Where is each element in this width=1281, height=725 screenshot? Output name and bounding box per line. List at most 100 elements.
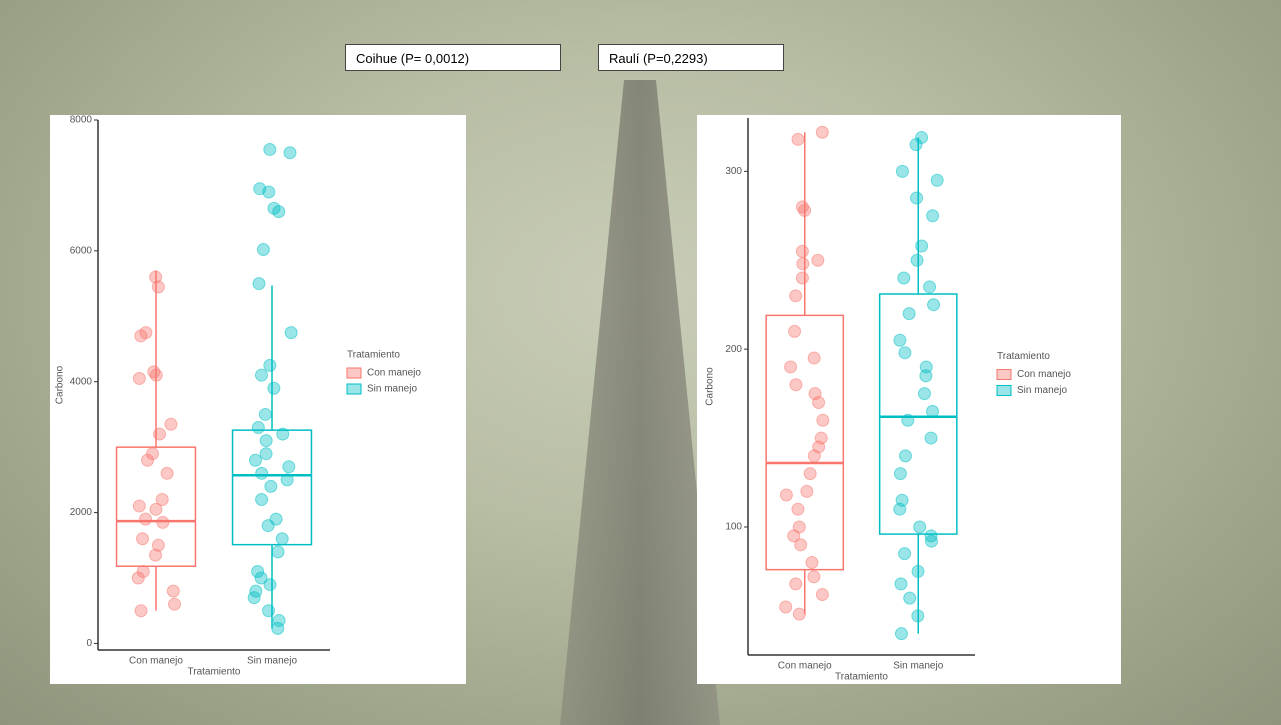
point [898, 346, 912, 360]
point [897, 271, 911, 285]
point [263, 578, 277, 592]
point [168, 597, 182, 611]
point [271, 545, 285, 559]
legend-swatch [996, 369, 1012, 380]
point [924, 431, 938, 445]
point [894, 627, 908, 641]
point [901, 413, 915, 427]
point [911, 564, 925, 578]
point [267, 381, 281, 395]
legend-swatch [346, 367, 362, 379]
point [251, 564, 265, 578]
point [902, 307, 916, 321]
legend-label: Con manejo [367, 368, 421, 379]
y-tick-label: 200 [725, 344, 742, 355]
y-tick-label: 0 [86, 638, 92, 649]
box [878, 293, 958, 535]
legend-title: Tratamiento [347, 350, 400, 361]
point [798, 203, 812, 217]
point [811, 253, 825, 267]
point [134, 604, 148, 618]
point [145, 447, 159, 461]
point [794, 538, 808, 552]
point [272, 614, 286, 628]
legend-label: Sin manejo [1017, 385, 1067, 396]
legend-label: Con manejo [1017, 369, 1071, 380]
box [765, 314, 845, 571]
point [789, 577, 803, 591]
point [139, 512, 153, 526]
point [248, 453, 262, 467]
point [803, 467, 817, 481]
point [283, 146, 297, 160]
point [910, 191, 924, 205]
point [795, 244, 809, 258]
point [791, 502, 805, 516]
point [255, 493, 269, 507]
chart-panel [697, 115, 1121, 684]
point [148, 548, 162, 562]
point [151, 538, 165, 552]
point [893, 333, 907, 347]
point [910, 253, 924, 267]
point [153, 427, 167, 441]
point [779, 600, 793, 614]
point [276, 427, 290, 441]
point [915, 239, 929, 253]
point [282, 460, 296, 474]
x-tick-label: Sin manejo [247, 656, 297, 667]
point [255, 466, 269, 480]
chart-panel [50, 115, 466, 684]
point [271, 621, 285, 635]
point [254, 571, 268, 585]
point [140, 453, 154, 467]
point [917, 387, 931, 401]
point [136, 564, 150, 578]
point [779, 488, 793, 502]
y-tick-label: 300 [725, 166, 742, 177]
y-tick-label: 8000 [70, 115, 93, 126]
point [807, 449, 821, 463]
box [115, 446, 197, 567]
point [893, 467, 907, 481]
x-tick-label: Sin manejo [893, 661, 943, 672]
point [927, 298, 941, 312]
point [272, 205, 286, 219]
point [815, 588, 829, 602]
point [800, 484, 814, 498]
point [258, 407, 272, 421]
p-value-label: Raulí (P=0,2293) [598, 44, 784, 71]
point [259, 447, 273, 461]
point [132, 371, 146, 385]
point [256, 243, 270, 257]
point [132, 499, 146, 513]
point [789, 289, 803, 303]
point [784, 360, 798, 374]
point [894, 577, 908, 591]
y-axis-label: Carbono [55, 365, 66, 404]
point [807, 570, 821, 584]
point [164, 417, 178, 431]
point [284, 326, 298, 340]
point [251, 421, 265, 435]
point [261, 519, 275, 533]
point [919, 369, 933, 383]
point [926, 209, 940, 223]
point [795, 271, 809, 285]
legend-swatch [346, 383, 362, 395]
legend-title: Tratamiento [997, 351, 1050, 362]
point [924, 529, 938, 543]
y-tick-label: 6000 [70, 246, 93, 257]
point [263, 358, 277, 372]
point [788, 324, 802, 338]
legend-swatch [996, 385, 1012, 396]
point [895, 164, 909, 178]
point [264, 479, 278, 493]
p-value-label: Coihue (P= 0,0012) [345, 44, 561, 71]
point [924, 534, 938, 548]
point [149, 502, 163, 516]
point [792, 607, 806, 621]
point [791, 132, 805, 146]
point [787, 529, 801, 543]
box [231, 429, 313, 546]
